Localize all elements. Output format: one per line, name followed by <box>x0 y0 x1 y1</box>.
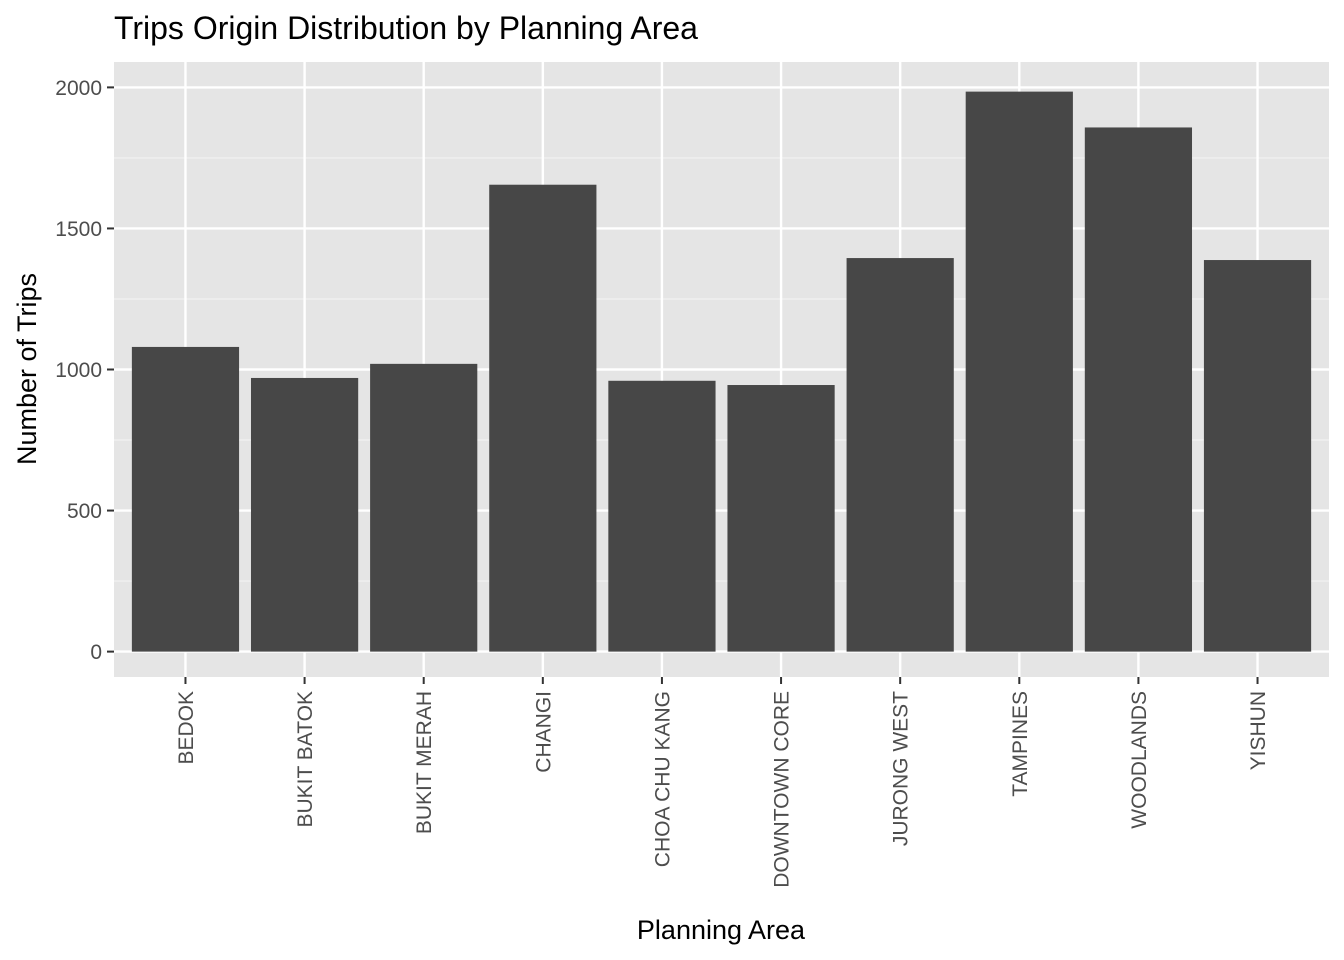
bars <box>131 91 1312 652</box>
bar-changi <box>489 184 597 652</box>
bar-woodlands <box>1084 127 1193 652</box>
x-tick-label: BUKIT BATOK <box>294 691 317 828</box>
x-tick-label: BUKIT MERAH <box>413 691 436 834</box>
x-tick-label: JURONG WEST <box>890 691 913 846</box>
y-axis: 0 500 1000 1500 2000 <box>55 77 114 664</box>
x-tick-label: YISHUN <box>1247 691 1270 770</box>
bar-choa-chu-kang <box>608 380 716 652</box>
y-axis-title: Number of Trips <box>12 273 42 465</box>
bar-downtown-core <box>727 385 835 652</box>
x-axis: BEDOK BUKIT BATOK BUKIT MERAH CHANGI CHOA CH… <box>175 677 1270 888</box>
x-tick-label: DOWNTOWN CORE <box>771 691 794 888</box>
y-tick-label: 500 <box>67 500 102 523</box>
y-tick-label: 0 <box>90 641 102 664</box>
chart-title: Trips Origin Distribution by Planning Ar… <box>114 10 698 46</box>
y-tick-label: 1500 <box>55 218 102 241</box>
bar-bedok <box>131 346 240 652</box>
bar-tampines <box>965 91 1073 652</box>
bar-bukit-merah <box>370 363 478 652</box>
bar-yishun <box>1203 260 1312 652</box>
x-tick-label: BEDOK <box>175 691 198 765</box>
x-tick-label: TAMPINES <box>1009 691 1032 797</box>
bar-bukit-batok <box>250 377 359 652</box>
x-tick-label: WOODLANDS <box>1128 691 1151 829</box>
x-tick-label: CHANGI <box>532 691 555 773</box>
x-tick-label: CHOA CHU KANG <box>651 691 674 867</box>
y-tick-label: 2000 <box>55 77 102 100</box>
x-axis-title: Planning Area <box>637 915 806 945</box>
y-tick-label: 1000 <box>55 359 102 382</box>
bar-jurong-west <box>846 258 954 652</box>
